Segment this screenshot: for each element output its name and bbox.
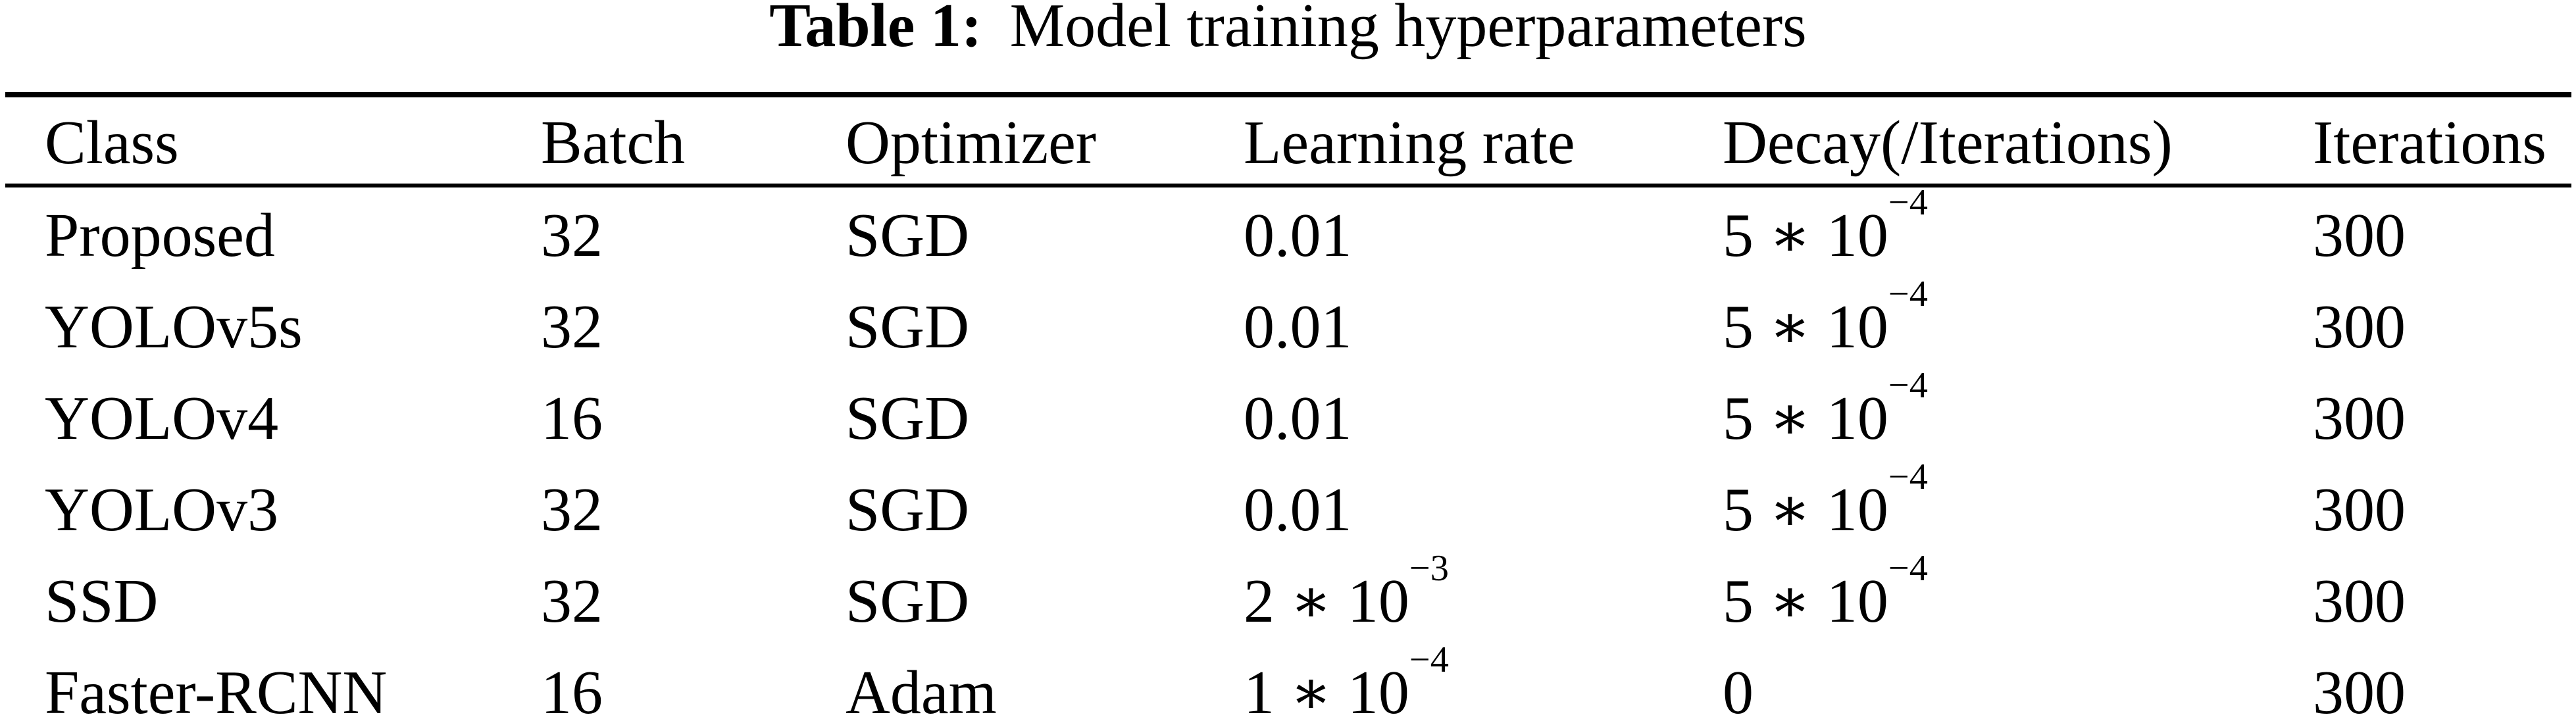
- cell-class: Faster-RCNN: [45, 658, 388, 723]
- value-base: 0.01: [1244, 292, 1352, 361]
- table-row-faster-rcnn: Faster-RCNN 16 Adam 1 ∗ 10−4 0 300: [5, 641, 2571, 723]
- hyperparameters-table: Class Batch Optimizer Learning rate Deca…: [5, 92, 2571, 723]
- value-exponent: −4: [1888, 547, 1928, 589]
- cell-class: SSD: [45, 566, 159, 636]
- value-base: 5 ∗ 10: [1723, 476, 1888, 544]
- cell-iterations: 300: [2313, 566, 2406, 636]
- value-base: 0.01: [1244, 384, 1352, 453]
- table-row-yolov3: YOLOv3 32 SGD 0.01 5 ∗ 10−4 300: [5, 458, 2571, 553]
- cell-class: YOLOv4: [45, 384, 279, 453]
- cell-optimizer: SGD: [846, 292, 970, 361]
- cell-decay: 0: [1723, 645, 2313, 723]
- cell-optimizer: SGD: [846, 201, 970, 270]
- cell-learning-rate: 0.01: [1244, 462, 1723, 553]
- cell-learning-rate: 2 ∗ 10−3: [1244, 549, 1723, 645]
- column-header-batch: Batch: [541, 95, 846, 187]
- table-caption-label: Table 1:: [769, 0, 982, 60]
- cell-optimizer: SGD: [846, 566, 970, 636]
- cell-decay: 5 ∗ 10−4: [1723, 549, 2313, 645]
- cell-iterations: 300: [2313, 475, 2406, 544]
- value-exponent: −3: [1409, 547, 1449, 589]
- cell-batch: 32: [541, 566, 603, 636]
- cell-class: YOLOv3: [45, 475, 279, 544]
- cell-decay: 5 ∗ 10−4: [1723, 184, 2313, 279]
- cell-optimizer: Adam: [846, 658, 997, 723]
- header-row: Class Batch Optimizer Learning rate Deca…: [5, 95, 2571, 187]
- column-header-optimizer: Optimizer: [846, 95, 1244, 187]
- table-row-proposed: Proposed 32 SGD 0.01 5 ∗ 10−4 300: [5, 184, 2571, 279]
- value-base: 0.01: [1244, 201, 1352, 270]
- cell-learning-rate: 1 ∗ 10−4: [1244, 641, 1723, 723]
- value-base: 0.01: [1244, 475, 1352, 544]
- cell-learning-rate: 0.01: [1244, 370, 1723, 462]
- column-header-learning-rate: Learning rate: [1244, 95, 1723, 187]
- value-base: 1 ∗ 10: [1244, 659, 1409, 723]
- cell-batch: 16: [541, 384, 603, 453]
- value-base: 0: [1723, 658, 1754, 723]
- cell-class: YOLOv5s: [45, 292, 303, 361]
- value-base: 5 ∗ 10: [1723, 567, 1888, 636]
- column-header-decay: Decay(/Iterations): [1723, 95, 2313, 187]
- table-caption: Table 1: Model training hyperparameters: [0, 0, 2576, 57]
- cell-learning-rate: 0.01: [1244, 279, 1723, 370]
- value-base: 5 ∗ 10: [1723, 201, 1888, 270]
- cell-decay: 5 ∗ 10−4: [1723, 458, 2313, 553]
- cell-iterations: 300: [2313, 292, 2406, 361]
- value-exponent: −4: [1888, 182, 1928, 223]
- table-row-ssd: SSD 32 SGD 2 ∗ 10−3 5 ∗ 10−4 300: [5, 549, 2571, 645]
- cell-batch: 32: [541, 201, 603, 270]
- column-header-iterations: Iterations: [2313, 95, 2571, 187]
- table-caption-text: Model training hyperparameters: [1009, 0, 1807, 60]
- value-exponent: −4: [1409, 639, 1449, 680]
- cell-batch: 16: [541, 658, 603, 723]
- table-row-yolov5s: YOLOv5s 32 SGD 0.01 5 ∗ 10−4 300: [5, 275, 2571, 370]
- value-exponent: −4: [1888, 364, 1928, 406]
- cell-class: Proposed: [45, 201, 275, 270]
- cell-optimizer: SGD: [846, 384, 970, 453]
- table-row-yolov4: YOLOv4 16 SGD 0.01 5 ∗ 10−4 300: [5, 366, 2571, 462]
- cell-decay: 5 ∗ 10−4: [1723, 366, 2313, 462]
- cell-iterations: 300: [2313, 201, 2406, 270]
- value-base: 2 ∗ 10: [1244, 567, 1409, 636]
- cell-iterations: 300: [2313, 658, 2406, 723]
- cell-optimizer: SGD: [846, 475, 970, 544]
- cell-decay: 5 ∗ 10−4: [1723, 275, 2313, 370]
- value-base: 5 ∗ 10: [1723, 384, 1888, 453]
- cell-batch: 32: [541, 475, 603, 544]
- value-exponent: −4: [1888, 456, 1928, 497]
- cell-learning-rate: 0.01: [1244, 186, 1723, 279]
- value-base: 5 ∗ 10: [1723, 293, 1888, 361]
- cell-iterations: 300: [2313, 384, 2406, 453]
- cell-batch: 32: [541, 292, 603, 361]
- value-exponent: −4: [1888, 273, 1928, 314]
- column-header-class: Class: [5, 95, 541, 187]
